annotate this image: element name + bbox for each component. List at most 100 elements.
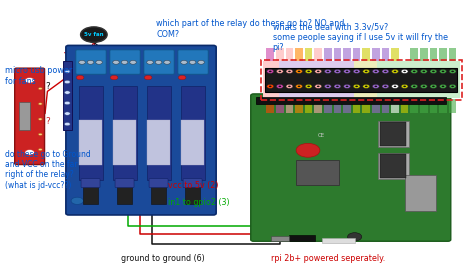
- Bar: [343, 48, 351, 61]
- Bar: [279, 61, 354, 98]
- Bar: [410, 99, 418, 112]
- Circle shape: [411, 70, 418, 73]
- Circle shape: [336, 71, 339, 72]
- Circle shape: [346, 71, 348, 72]
- Bar: [147, 86, 172, 180]
- Circle shape: [296, 143, 320, 157]
- Circle shape: [384, 86, 387, 87]
- Bar: [295, 48, 303, 61]
- Bar: [363, 99, 370, 112]
- Bar: [401, 99, 409, 112]
- Bar: [181, 120, 204, 165]
- FancyBboxPatch shape: [110, 50, 140, 74]
- Bar: [113, 120, 137, 165]
- FancyBboxPatch shape: [251, 94, 451, 241]
- Text: do these go to Ground
and VCC on the far
right of the relay?
(what is jd-vcc??): do these go to Ground and VCC on the far…: [5, 150, 91, 190]
- Circle shape: [346, 86, 348, 87]
- Circle shape: [344, 70, 350, 73]
- Circle shape: [324, 84, 331, 88]
- Bar: [271, 236, 289, 241]
- Bar: [353, 99, 360, 112]
- Circle shape: [64, 112, 70, 115]
- Circle shape: [373, 84, 379, 88]
- Circle shape: [38, 148, 42, 151]
- Bar: [289, 235, 315, 241]
- Circle shape: [64, 70, 70, 73]
- Bar: [353, 48, 360, 61]
- Bar: [372, 99, 380, 112]
- Circle shape: [394, 71, 396, 72]
- Bar: [79, 120, 102, 165]
- Text: in1 to gpio2 (3): in1 to gpio2 (3): [168, 198, 230, 207]
- Circle shape: [432, 71, 435, 72]
- Circle shape: [307, 71, 310, 72]
- Bar: [391, 48, 399, 61]
- Bar: [380, 122, 406, 146]
- Bar: [295, 99, 303, 112]
- FancyBboxPatch shape: [115, 179, 134, 188]
- Circle shape: [315, 84, 322, 88]
- Bar: [147, 120, 170, 165]
- Circle shape: [451, 86, 454, 87]
- Circle shape: [296, 70, 302, 73]
- FancyBboxPatch shape: [81, 179, 100, 188]
- Circle shape: [81, 27, 107, 42]
- Bar: [263, 61, 279, 98]
- Circle shape: [305, 84, 312, 88]
- Circle shape: [363, 84, 370, 88]
- FancyBboxPatch shape: [15, 68, 45, 165]
- Bar: [372, 48, 380, 61]
- Bar: [314, 99, 322, 112]
- Circle shape: [267, 84, 273, 88]
- Bar: [276, 48, 283, 61]
- Bar: [286, 99, 293, 112]
- Bar: [324, 99, 332, 112]
- Circle shape: [336, 86, 339, 87]
- FancyBboxPatch shape: [183, 179, 202, 188]
- Circle shape: [401, 70, 408, 73]
- Circle shape: [430, 70, 437, 73]
- Bar: [286, 48, 293, 61]
- Circle shape: [382, 84, 389, 88]
- Circle shape: [413, 71, 416, 72]
- Circle shape: [96, 60, 102, 64]
- Circle shape: [384, 71, 387, 72]
- Bar: [382, 48, 389, 61]
- Bar: [439, 99, 447, 112]
- Circle shape: [38, 103, 42, 105]
- Circle shape: [178, 75, 186, 80]
- Bar: [261, 60, 462, 100]
- FancyBboxPatch shape: [76, 50, 106, 74]
- Circle shape: [439, 84, 447, 88]
- Circle shape: [353, 84, 360, 88]
- Bar: [117, 186, 132, 204]
- Circle shape: [394, 86, 396, 87]
- Circle shape: [334, 84, 341, 88]
- Circle shape: [307, 86, 310, 87]
- Circle shape: [403, 86, 406, 87]
- Circle shape: [181, 60, 187, 64]
- Text: ?: ?: [46, 82, 50, 91]
- Circle shape: [144, 75, 152, 80]
- Circle shape: [327, 86, 329, 87]
- Circle shape: [315, 70, 322, 73]
- Bar: [314, 48, 322, 61]
- Bar: [380, 154, 406, 178]
- Circle shape: [430, 84, 437, 88]
- Bar: [321, 238, 355, 243]
- Circle shape: [298, 71, 301, 72]
- Bar: [256, 97, 446, 104]
- Bar: [354, 61, 377, 98]
- Bar: [410, 48, 418, 61]
- Text: rpi 2b+ powered seperately.: rpi 2b+ powered seperately.: [271, 254, 385, 263]
- Bar: [334, 99, 341, 112]
- Bar: [181, 86, 205, 180]
- Circle shape: [64, 91, 70, 94]
- Text: micro usb power
for fans: micro usb power for fans: [5, 66, 72, 86]
- Bar: [401, 48, 409, 61]
- Bar: [377, 61, 460, 98]
- Bar: [449, 48, 456, 61]
- Circle shape: [392, 84, 399, 88]
- Circle shape: [25, 78, 34, 83]
- Text: which part of the relay do these go to? NO and
COM?: which part of the relay do these go to? …: [156, 19, 345, 39]
